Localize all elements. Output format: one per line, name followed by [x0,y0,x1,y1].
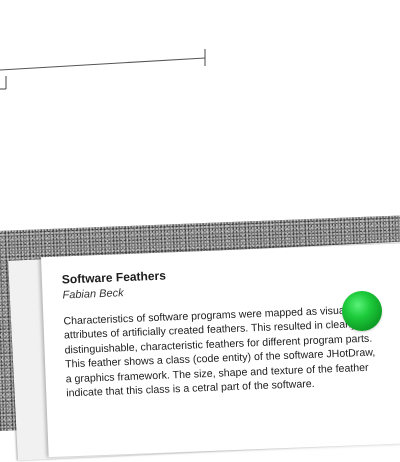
measurement-ruler [0,0,400,120]
card-title: Software Feathers [61,268,167,287]
card-author: Fabian Beck [62,287,124,302]
pointer-ball-icon[interactable] [342,291,382,331]
ruler-graphic [0,49,206,90]
ruler-line [0,57,206,71]
exhibit-panel: Software Feathers Fabian Beck Characteri… [0,213,400,461]
description-card: Software Feathers Fabian Beck Characteri… [41,241,400,458]
